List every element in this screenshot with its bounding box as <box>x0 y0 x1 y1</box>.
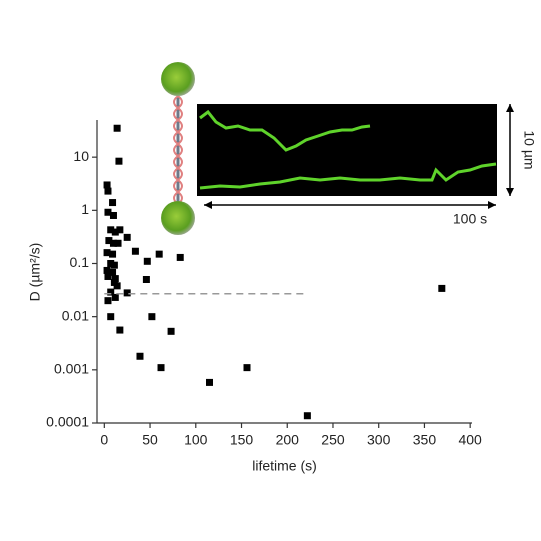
point <box>143 257 151 265</box>
point <box>303 412 311 420</box>
point <box>107 259 115 267</box>
point <box>109 211 117 219</box>
scale-x-label: 100 s <box>453 211 487 227</box>
dna-dumbbell <box>161 62 195 235</box>
point <box>110 278 118 286</box>
point <box>155 250 163 258</box>
point <box>107 313 115 321</box>
point <box>104 208 112 216</box>
point <box>109 199 117 207</box>
y-tick-label: 0.0001 <box>46 414 89 430</box>
point <box>107 226 115 234</box>
point <box>104 297 112 305</box>
kymograph-inset <box>197 104 514 209</box>
point <box>110 261 118 269</box>
point <box>104 187 112 195</box>
point <box>438 284 446 292</box>
point <box>243 364 251 372</box>
point <box>104 272 112 280</box>
point <box>157 364 165 372</box>
point <box>136 352 144 360</box>
point <box>111 275 119 283</box>
point <box>116 326 124 334</box>
x-tick-label: 350 <box>413 432 437 448</box>
x-tick-label: 300 <box>367 432 391 448</box>
x-tick-label: 150 <box>230 432 254 448</box>
scale-y-label: 10 µm <box>521 130 537 169</box>
point <box>123 289 131 297</box>
point <box>111 228 119 236</box>
y-tick-label: 0.01 <box>62 307 89 323</box>
x-tick-label: 400 <box>458 432 482 448</box>
y-axis-label: D (µm²/s) <box>27 243 43 302</box>
point <box>176 253 184 261</box>
y-tick-label: 0.001 <box>54 361 89 377</box>
point <box>103 266 111 274</box>
point <box>148 313 156 321</box>
point <box>107 288 115 296</box>
point <box>142 276 150 284</box>
x-tick-label: 200 <box>276 432 300 448</box>
y-tick-label: 0.1 <box>70 254 90 270</box>
point <box>109 268 117 276</box>
point <box>103 249 111 257</box>
point <box>109 239 117 247</box>
point <box>115 157 123 165</box>
point <box>111 293 119 301</box>
point <box>206 378 213 386</box>
x-tick-label: 250 <box>321 432 345 448</box>
point <box>109 250 117 258</box>
point <box>105 237 113 245</box>
x-tick-label: 50 <box>142 432 158 448</box>
x-axis-label: lifetime (s) <box>252 458 317 474</box>
x-tick-label: 100 <box>184 432 208 448</box>
point <box>131 247 139 255</box>
y-tick-label: 10 <box>73 148 89 164</box>
point <box>103 181 111 189</box>
point <box>116 226 124 234</box>
point <box>113 124 121 132</box>
y-tick-label: 1 <box>81 201 89 217</box>
x-tick-label: 0 <box>100 432 108 448</box>
point <box>123 233 131 241</box>
point <box>114 239 122 247</box>
point <box>167 327 175 335</box>
